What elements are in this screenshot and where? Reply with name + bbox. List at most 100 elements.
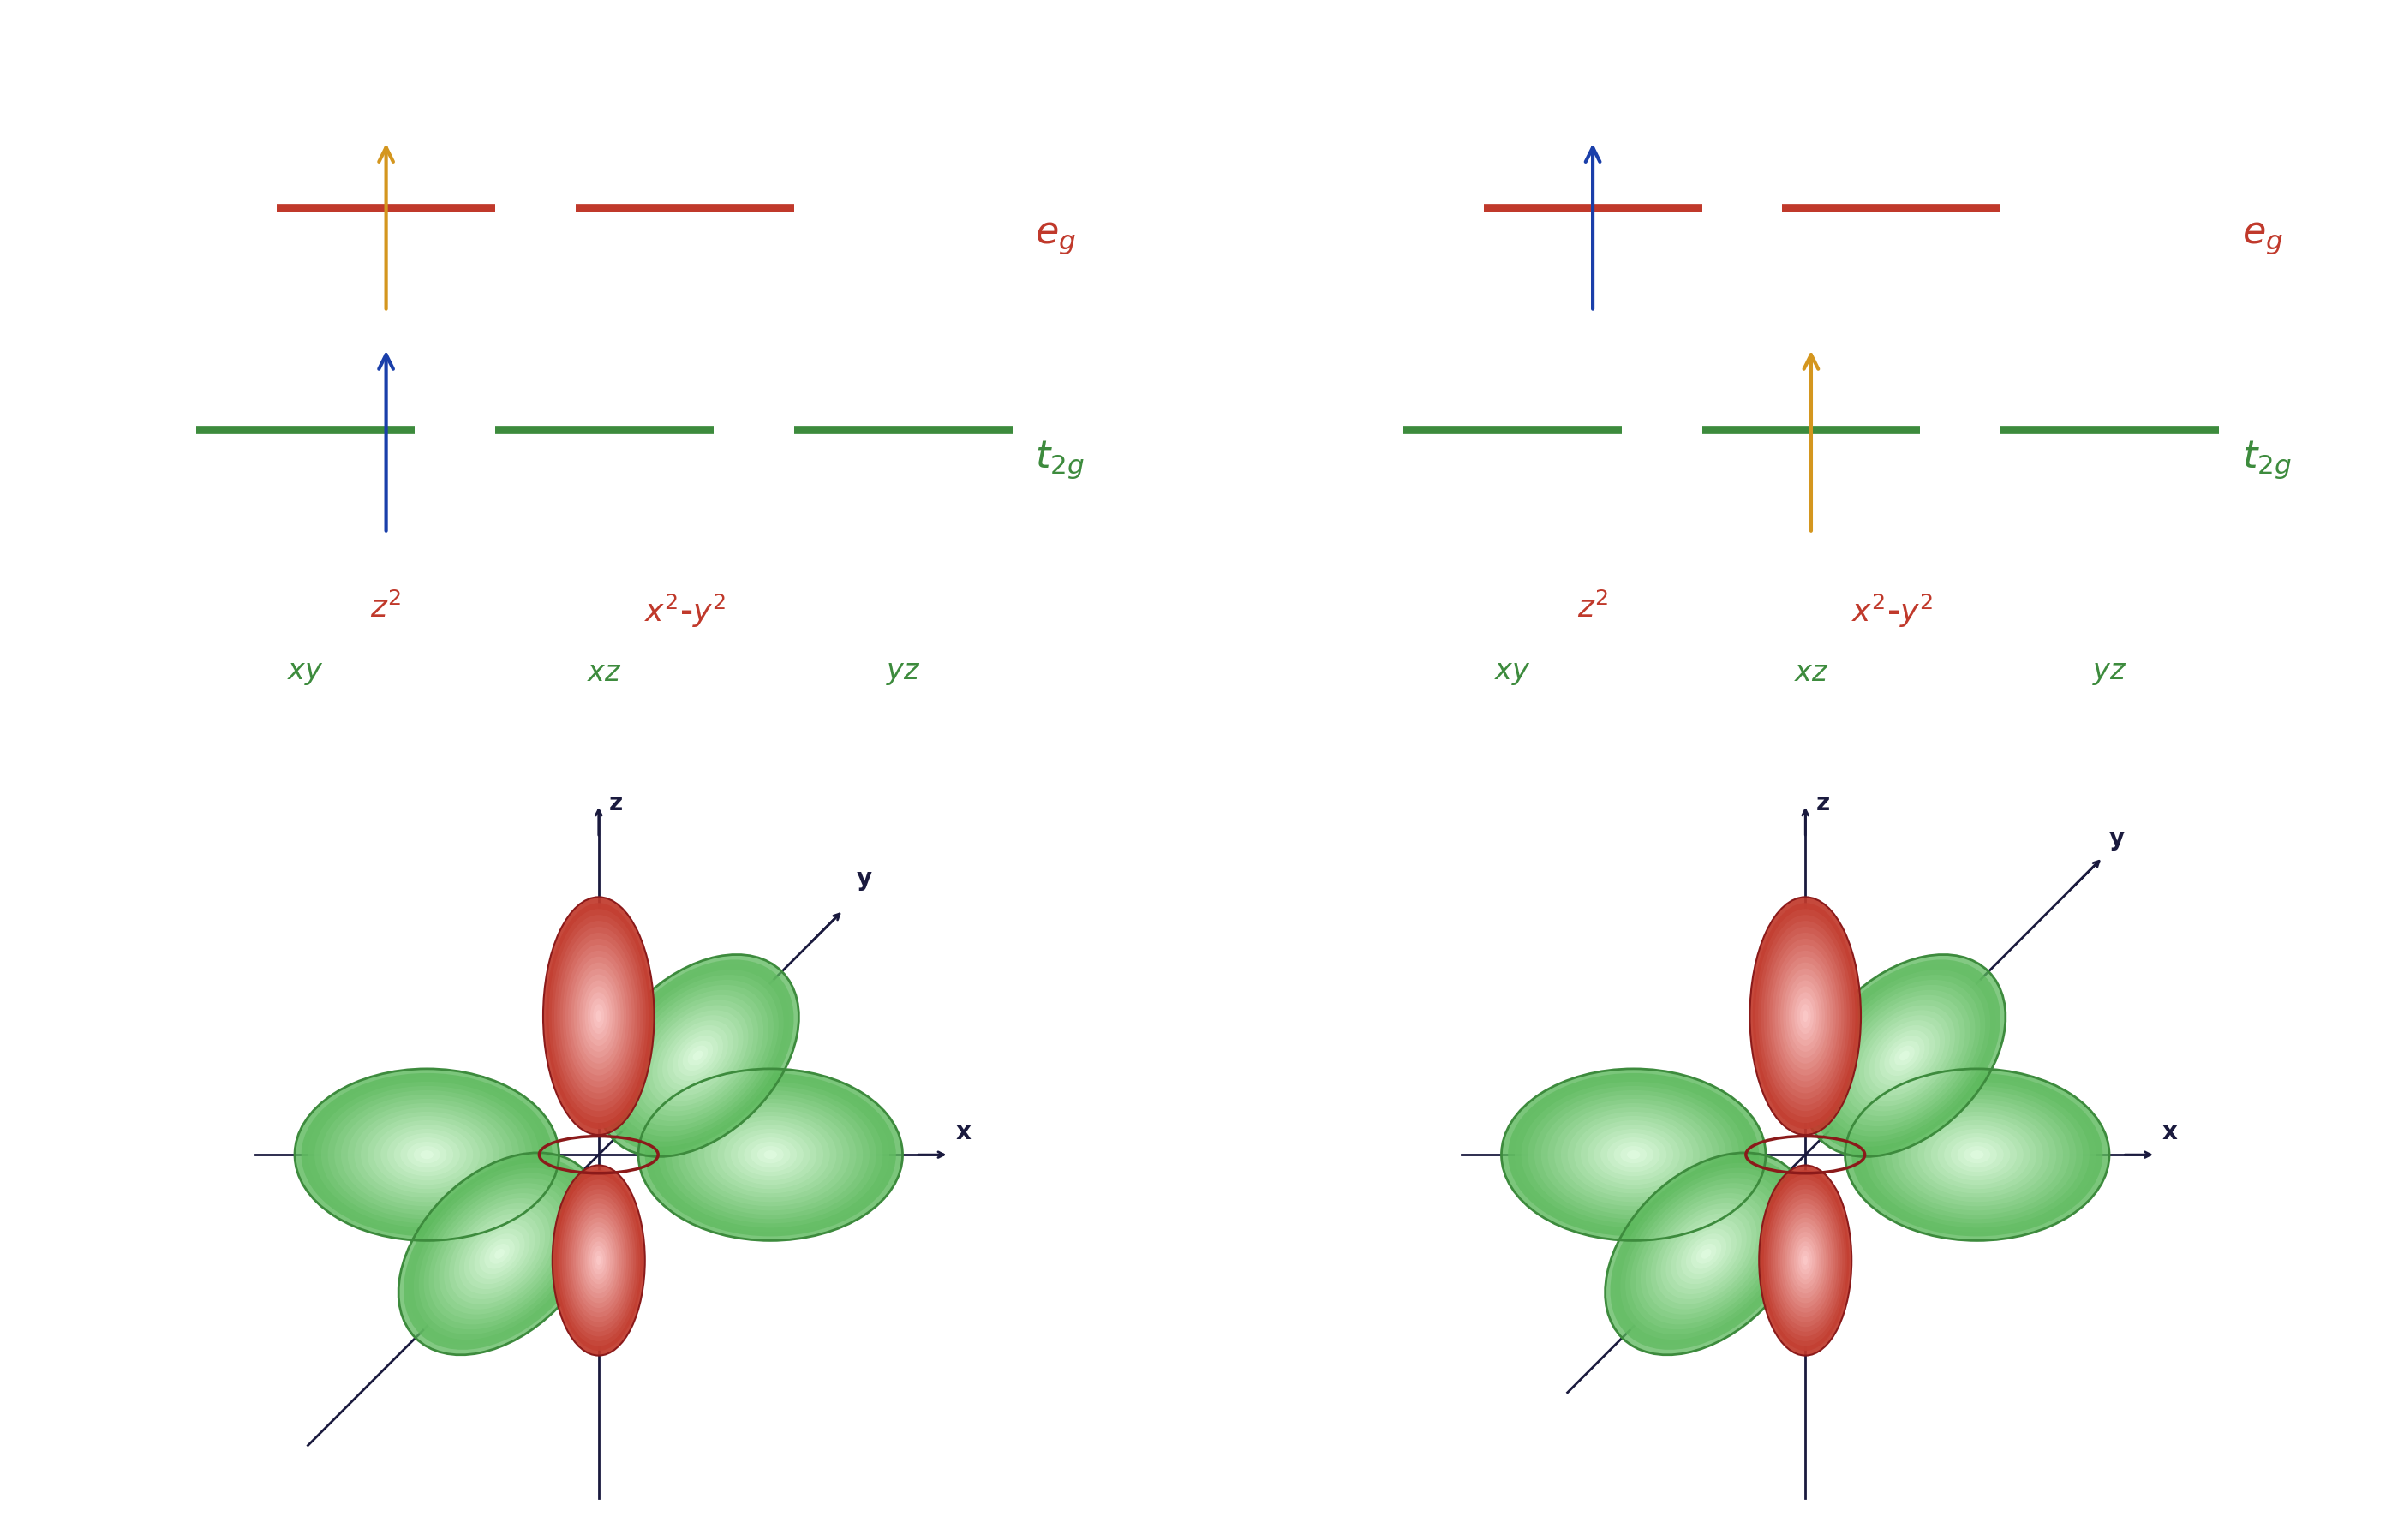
Ellipse shape bbox=[1781, 1214, 1829, 1307]
Ellipse shape bbox=[1890, 1041, 1921, 1070]
Ellipse shape bbox=[315, 1081, 538, 1227]
Ellipse shape bbox=[1534, 1090, 1733, 1220]
Ellipse shape bbox=[469, 1223, 529, 1284]
Ellipse shape bbox=[1781, 962, 1829, 1069]
Ellipse shape bbox=[404, 1158, 596, 1349]
Ellipse shape bbox=[1750, 898, 1861, 1135]
Ellipse shape bbox=[1772, 1189, 1839, 1332]
Ellipse shape bbox=[555, 921, 642, 1110]
Ellipse shape bbox=[553, 1166, 644, 1355]
Ellipse shape bbox=[1971, 1150, 1983, 1160]
Ellipse shape bbox=[587, 1237, 611, 1284]
Ellipse shape bbox=[399, 1153, 601, 1355]
Ellipse shape bbox=[594, 1004, 603, 1027]
Ellipse shape bbox=[582, 1227, 615, 1294]
Ellipse shape bbox=[1529, 1086, 1738, 1223]
Ellipse shape bbox=[1656, 1203, 1757, 1304]
Ellipse shape bbox=[1938, 1129, 2017, 1181]
Ellipse shape bbox=[546, 902, 651, 1129]
Ellipse shape bbox=[450, 1203, 551, 1304]
Ellipse shape bbox=[1502, 1069, 1765, 1241]
Ellipse shape bbox=[685, 1100, 856, 1210]
Ellipse shape bbox=[1844, 1069, 2108, 1241]
Ellipse shape bbox=[349, 1103, 507, 1206]
Ellipse shape bbox=[401, 1138, 454, 1172]
Text: z: z bbox=[608, 792, 623, 815]
Ellipse shape bbox=[558, 927, 639, 1106]
Ellipse shape bbox=[1620, 1146, 1647, 1163]
Ellipse shape bbox=[1779, 1207, 1832, 1312]
Ellipse shape bbox=[1594, 1129, 1673, 1181]
Ellipse shape bbox=[1606, 1153, 1808, 1355]
Ellipse shape bbox=[394, 1133, 459, 1177]
Ellipse shape bbox=[656, 1015, 738, 1096]
Ellipse shape bbox=[613, 970, 784, 1141]
Ellipse shape bbox=[738, 1133, 803, 1177]
Ellipse shape bbox=[1671, 1218, 1740, 1289]
Ellipse shape bbox=[1774, 950, 1837, 1081]
Ellipse shape bbox=[589, 1241, 608, 1280]
Ellipse shape bbox=[632, 990, 764, 1121]
Ellipse shape bbox=[591, 1246, 606, 1275]
Ellipse shape bbox=[1515, 1078, 1753, 1232]
Ellipse shape bbox=[1753, 902, 1858, 1129]
Ellipse shape bbox=[697, 1107, 844, 1201]
Ellipse shape bbox=[1880, 1030, 1930, 1081]
Ellipse shape bbox=[704, 1112, 837, 1198]
Ellipse shape bbox=[1863, 1015, 1945, 1096]
Ellipse shape bbox=[478, 1234, 519, 1274]
Ellipse shape bbox=[558, 1175, 639, 1346]
Ellipse shape bbox=[353, 1107, 500, 1201]
Ellipse shape bbox=[1793, 992, 1817, 1040]
Text: $t_{2g}$: $t_{2g}$ bbox=[1036, 439, 1084, 480]
Ellipse shape bbox=[474, 1229, 524, 1280]
Ellipse shape bbox=[1930, 1124, 2024, 1184]
Ellipse shape bbox=[596, 955, 798, 1157]
Ellipse shape bbox=[683, 1041, 714, 1070]
Ellipse shape bbox=[1587, 1124, 1680, 1184]
Ellipse shape bbox=[1772, 944, 1839, 1087]
Ellipse shape bbox=[757, 1146, 784, 1163]
Ellipse shape bbox=[1560, 1107, 1707, 1201]
Text: $z^2$: $z^2$ bbox=[370, 593, 401, 624]
Ellipse shape bbox=[565, 1189, 632, 1332]
Ellipse shape bbox=[1875, 1026, 1935, 1086]
Ellipse shape bbox=[688, 1046, 707, 1066]
Ellipse shape bbox=[1760, 1166, 1851, 1355]
Ellipse shape bbox=[1769, 1184, 1841, 1337]
Ellipse shape bbox=[1793, 1237, 1817, 1284]
Ellipse shape bbox=[567, 1194, 630, 1327]
Text: $xz$: $xz$ bbox=[587, 659, 623, 687]
Ellipse shape bbox=[490, 1244, 510, 1264]
Ellipse shape bbox=[1767, 1180, 1844, 1341]
Ellipse shape bbox=[1957, 1141, 1998, 1167]
Text: z: z bbox=[1815, 792, 1829, 815]
Ellipse shape bbox=[570, 1203, 627, 1317]
Ellipse shape bbox=[1918, 1116, 2036, 1194]
Ellipse shape bbox=[1789, 981, 1822, 1052]
Ellipse shape bbox=[1834, 986, 1976, 1126]
Text: $x^2$-$y^2$: $x^2$-$y^2$ bbox=[1851, 593, 1933, 630]
Ellipse shape bbox=[1801, 1004, 1810, 1027]
Ellipse shape bbox=[421, 1150, 433, 1160]
Ellipse shape bbox=[572, 1207, 625, 1312]
Ellipse shape bbox=[575, 962, 623, 1069]
Ellipse shape bbox=[551, 915, 647, 1116]
Ellipse shape bbox=[300, 1073, 553, 1237]
Ellipse shape bbox=[582, 981, 615, 1052]
Ellipse shape bbox=[637, 995, 757, 1116]
Ellipse shape bbox=[327, 1090, 526, 1220]
Ellipse shape bbox=[750, 1141, 791, 1167]
Ellipse shape bbox=[664, 1021, 733, 1090]
Ellipse shape bbox=[1851, 1073, 2104, 1237]
Ellipse shape bbox=[627, 986, 769, 1126]
Ellipse shape bbox=[1858, 1078, 2096, 1232]
Ellipse shape bbox=[1647, 1194, 1767, 1315]
Ellipse shape bbox=[577, 1218, 620, 1303]
Ellipse shape bbox=[1786, 1223, 1825, 1298]
Ellipse shape bbox=[1765, 1175, 1846, 1346]
Ellipse shape bbox=[584, 986, 613, 1046]
Ellipse shape bbox=[712, 1116, 829, 1194]
Ellipse shape bbox=[743, 1138, 796, 1172]
Ellipse shape bbox=[1786, 975, 1825, 1058]
